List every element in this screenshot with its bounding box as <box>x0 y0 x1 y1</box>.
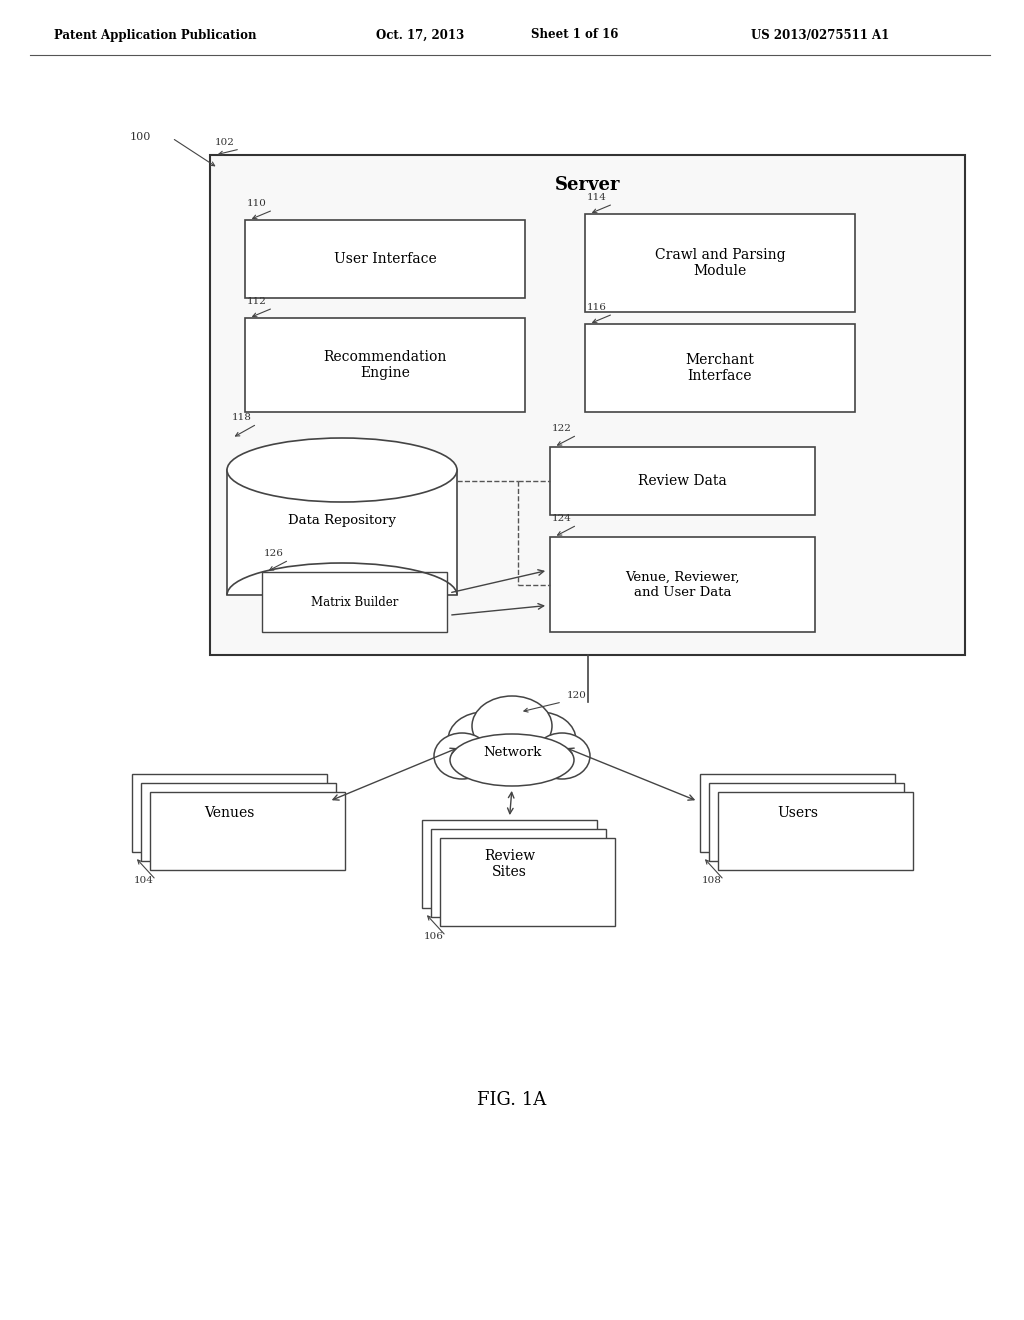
Bar <box>718 792 913 870</box>
Bar <box>141 783 336 861</box>
Bar <box>431 829 606 917</box>
Bar <box>245 318 525 412</box>
Text: 126: 126 <box>264 549 284 558</box>
Text: 120: 120 <box>567 690 587 700</box>
Bar <box>227 470 457 595</box>
Bar <box>709 783 904 861</box>
Ellipse shape <box>227 438 457 502</box>
Bar <box>700 774 895 851</box>
Text: User Interface: User Interface <box>334 252 436 267</box>
Bar <box>132 774 327 851</box>
Text: 122: 122 <box>552 424 571 433</box>
Text: Patent Application Publication: Patent Application Publication <box>53 29 256 41</box>
Text: Recommendation
Engine: Recommendation Engine <box>324 350 446 380</box>
Text: Venues: Venues <box>205 807 255 820</box>
Text: US 2013/0275511 A1: US 2013/0275511 A1 <box>751 29 889 41</box>
Bar <box>550 537 815 632</box>
Text: 118: 118 <box>232 413 252 422</box>
Bar <box>585 214 855 312</box>
Bar <box>262 572 447 632</box>
Ellipse shape <box>449 711 520 768</box>
Text: 124: 124 <box>552 513 571 523</box>
Text: Data Repository: Data Repository <box>288 513 396 527</box>
Ellipse shape <box>504 711 575 768</box>
Bar <box>585 323 855 412</box>
Bar <box>550 447 815 515</box>
Text: Oct. 17, 2013: Oct. 17, 2013 <box>376 29 464 41</box>
Text: Merchant
Interface: Merchant Interface <box>685 352 755 383</box>
Ellipse shape <box>534 733 590 779</box>
Bar <box>150 792 345 870</box>
Text: 116: 116 <box>587 304 607 312</box>
Ellipse shape <box>434 733 490 779</box>
Text: Crawl and Parsing
Module: Crawl and Parsing Module <box>654 248 785 279</box>
Text: FIG. 1A: FIG. 1A <box>477 1092 547 1109</box>
Text: 102: 102 <box>215 139 234 147</box>
Bar <box>440 838 615 927</box>
Bar <box>422 820 597 908</box>
Text: 100: 100 <box>130 132 152 143</box>
Text: Review Data: Review Data <box>638 474 727 488</box>
Text: Network: Network <box>482 746 542 759</box>
Text: 104: 104 <box>134 876 154 884</box>
Text: Matrix Builder: Matrix Builder <box>311 595 398 609</box>
Bar <box>245 220 525 298</box>
Text: 112: 112 <box>247 297 267 306</box>
Text: Venue, Reviewer,
and User Data: Venue, Reviewer, and User Data <box>626 570 739 598</box>
Text: Server: Server <box>555 176 621 194</box>
Text: 108: 108 <box>702 876 722 884</box>
Text: 114: 114 <box>587 193 607 202</box>
Text: 110: 110 <box>247 199 267 209</box>
Text: Sheet 1 of 16: Sheet 1 of 16 <box>531 29 618 41</box>
Text: 106: 106 <box>424 932 443 941</box>
Text: Review
Sites: Review Sites <box>484 849 536 879</box>
Ellipse shape <box>450 734 574 785</box>
Ellipse shape <box>472 696 552 756</box>
Bar <box>210 154 965 655</box>
Text: Users: Users <box>777 807 818 820</box>
